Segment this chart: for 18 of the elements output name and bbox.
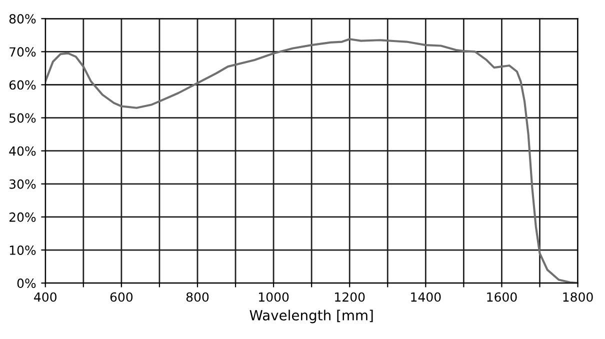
- x-tick-label: 1400: [411, 292, 441, 302]
- x-tick-label: 1200: [335, 292, 365, 302]
- y-tick-label: 60%: [9, 80, 36, 90]
- y-tick-label: 0%: [17, 278, 36, 288]
- x-axis-title: Wavelength [mm]: [250, 310, 373, 324]
- x-tick-label: 600: [110, 292, 133, 302]
- y-tick-label: 80%: [9, 14, 36, 24]
- y-tick-label: 50%: [10, 113, 36, 123]
- y-tick-label: 40%: [9, 146, 36, 156]
- y-tick-label: 10%: [10, 245, 36, 255]
- y-tick-label: 20%: [9, 212, 36, 222]
- x-tick-label: 1600: [487, 292, 517, 302]
- y-tick-label: 70%: [10, 47, 36, 57]
- x-tick-label: 1000: [259, 292, 289, 302]
- x-tick-label: 1800: [563, 292, 593, 302]
- x-tick-label: 800: [186, 292, 209, 302]
- y-tick-label: 30%: [10, 179, 36, 189]
- x-tick-label: 400: [34, 292, 56, 302]
